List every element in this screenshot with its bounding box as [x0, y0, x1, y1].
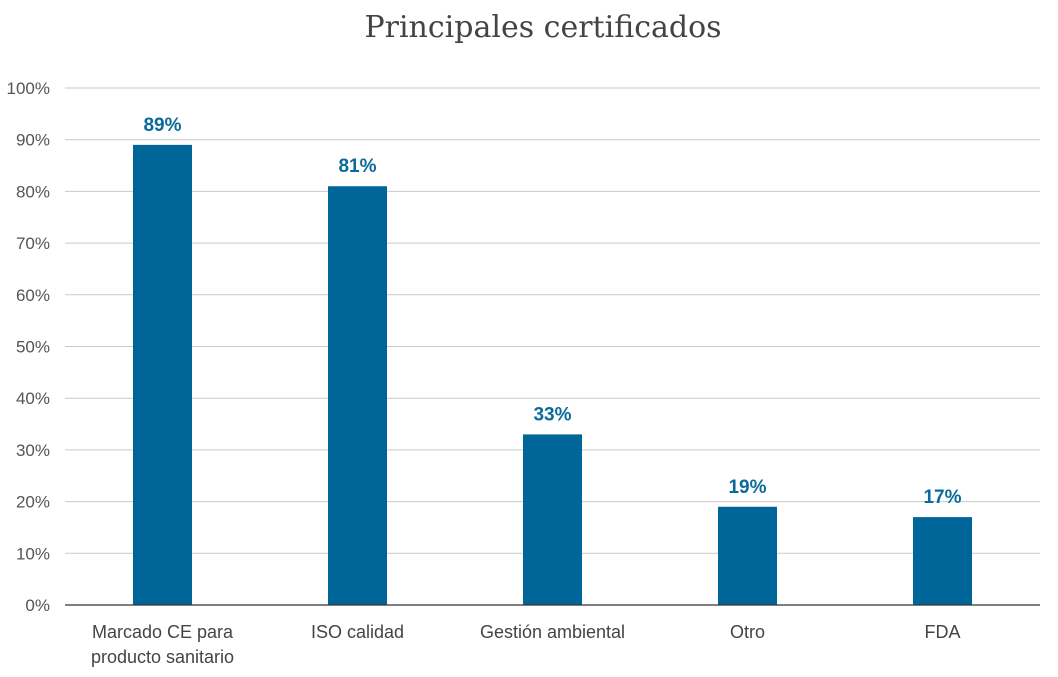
y-tick-label: 50% [16, 338, 50, 357]
y-axis-ticks: 0% 10% 20% 30% 40% 50% 60% 70% 80% 90% 100% [7, 79, 50, 615]
y-tick-label: 20% [16, 493, 50, 512]
y-tick-label: 40% [16, 389, 50, 408]
y-tick-label: 70% [16, 234, 50, 253]
x-axis-categories: Marcado CE para producto sanitario ISO cal… [91, 622, 961, 667]
data-labels: 89% 81% 33% 19% 17% [143, 115, 961, 508]
data-label: 17% [923, 487, 961, 508]
data-label: 33% [533, 404, 571, 425]
x-category-label: Marcado CE para producto sanitario [91, 622, 234, 667]
y-tick-label: 60% [16, 286, 50, 305]
bar [523, 434, 582, 605]
bars [133, 144, 972, 606]
bar [718, 506, 777, 605]
y-tick-label: 0% [25, 596, 50, 615]
x-category-label: Otro [730, 622, 765, 642]
data-label: 19% [728, 477, 766, 498]
y-tick-label: 10% [16, 544, 50, 563]
x-category-label: ISO calidad [311, 622, 404, 642]
x-category-label: FDA [925, 622, 961, 642]
bar [328, 186, 387, 606]
bar [133, 144, 192, 605]
chart-title: Principales certificados [364, 10, 721, 45]
gridlines [65, 87, 1040, 554]
y-tick-label: 80% [16, 182, 50, 201]
y-tick-label: 30% [16, 441, 50, 460]
data-label: 81% [338, 156, 376, 177]
data-label: 89% [143, 115, 181, 136]
y-tick-label: 100% [7, 79, 50, 98]
x-category-label: Gestión ambiental [480, 622, 625, 642]
bar [913, 517, 972, 605]
y-tick-label: 90% [16, 131, 50, 150]
